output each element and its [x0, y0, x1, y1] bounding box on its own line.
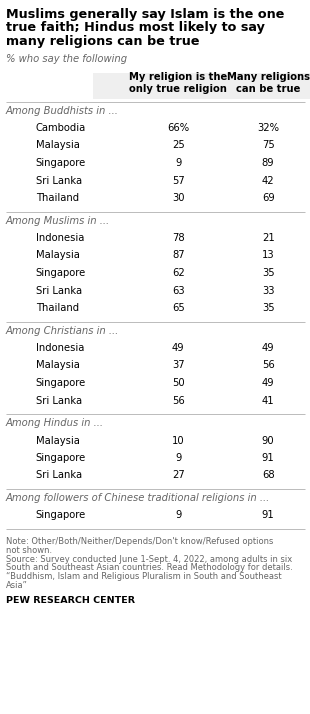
Text: Sri Lanka: Sri Lanka	[36, 471, 82, 481]
Text: Singapore: Singapore	[36, 158, 86, 168]
Text: Note: Other/Both/Neither/Depends/Don't know/Refused options: Note: Other/Both/Neither/Depends/Don't k…	[6, 537, 273, 546]
Text: Thailand: Thailand	[36, 193, 79, 203]
Text: 32%: 32%	[257, 123, 279, 133]
Text: Malaysia: Malaysia	[36, 251, 80, 261]
Text: Source: Survey conducted June 1-Sept. 4, 2022, among adults in six: Source: Survey conducted June 1-Sept. 4,…	[6, 555, 292, 563]
Text: 49: 49	[172, 343, 184, 353]
Text: 56: 56	[262, 361, 275, 371]
Text: Singapore: Singapore	[36, 453, 86, 463]
Text: Indonesia: Indonesia	[36, 233, 84, 243]
Text: Asia”: Asia”	[6, 581, 28, 590]
Text: 50: 50	[172, 378, 184, 388]
Text: South and Southeast Asian countries. Read Methodology for details.: South and Southeast Asian countries. Rea…	[6, 563, 292, 573]
Text: “Buddhism, Islam and Religious Pluralism in South and Southeast: “Buddhism, Islam and Religious Pluralism…	[6, 572, 281, 581]
Text: 65: 65	[172, 303, 185, 313]
Text: 68: 68	[262, 471, 274, 481]
Text: 42: 42	[262, 176, 274, 186]
Text: 89: 89	[262, 158, 274, 168]
Text: Cambodia: Cambodia	[36, 123, 86, 133]
Text: 90: 90	[262, 436, 274, 446]
Text: Sri Lanka: Sri Lanka	[36, 396, 82, 406]
Text: 9: 9	[175, 158, 181, 168]
Text: Muslims generally say Islam is the one: Muslims generally say Islam is the one	[6, 8, 284, 21]
Text: Malaysia: Malaysia	[36, 436, 80, 446]
Text: 27: 27	[172, 471, 185, 481]
Text: 33: 33	[262, 286, 274, 296]
Text: true faith; Hindus most likely to say: true faith; Hindus most likely to say	[6, 21, 264, 34]
Text: Among followers of Chinese traditional religions in ...: Among followers of Chinese traditional r…	[6, 493, 270, 503]
Text: My religion is the
only true religion: My religion is the only true religion	[129, 73, 227, 94]
Text: many religions can be true: many religions can be true	[6, 35, 199, 48]
Text: 13: 13	[262, 251, 274, 261]
Text: 78: 78	[172, 233, 184, 243]
Text: PEW RESEARCH CENTER: PEW RESEARCH CENTER	[6, 595, 135, 605]
Text: 62: 62	[172, 268, 185, 278]
Text: Malaysia: Malaysia	[36, 361, 80, 371]
Text: 37: 37	[172, 361, 184, 371]
Text: 49: 49	[262, 378, 274, 388]
Text: Among Hindus in ...: Among Hindus in ...	[6, 418, 104, 428]
Text: 63: 63	[172, 286, 184, 296]
Text: Singapore: Singapore	[36, 378, 86, 388]
Text: 9: 9	[175, 511, 181, 521]
Text: 75: 75	[262, 141, 275, 151]
Text: 49: 49	[262, 343, 274, 353]
Text: Many religions
can be true: Many religions can be true	[227, 73, 310, 94]
Text: 25: 25	[172, 141, 185, 151]
Text: 35: 35	[262, 268, 274, 278]
Text: 21: 21	[262, 233, 275, 243]
Text: Sri Lanka: Sri Lanka	[36, 286, 82, 296]
Text: 69: 69	[262, 193, 275, 203]
Text: 57: 57	[172, 176, 185, 186]
Text: 56: 56	[172, 396, 185, 406]
Text: 9: 9	[175, 453, 181, 463]
Text: % who say the following: % who say the following	[6, 54, 127, 64]
Text: not shown.: not shown.	[6, 545, 52, 555]
Text: 10: 10	[172, 436, 184, 446]
Text: Singapore: Singapore	[36, 268, 86, 278]
Text: 66%: 66%	[167, 123, 189, 133]
Text: Singapore: Singapore	[36, 511, 86, 521]
Text: 41: 41	[262, 396, 274, 406]
Text: Among Christians in ...: Among Christians in ...	[6, 326, 119, 336]
Text: 30: 30	[172, 193, 184, 203]
Text: Sri Lanka: Sri Lanka	[36, 176, 82, 186]
FancyBboxPatch shape	[93, 73, 310, 99]
Text: Indonesia: Indonesia	[36, 343, 84, 353]
Text: Among Buddhists in ...: Among Buddhists in ...	[6, 106, 118, 116]
Text: 35: 35	[262, 303, 274, 313]
Text: Thailand: Thailand	[36, 303, 79, 313]
Text: 87: 87	[172, 251, 184, 261]
Text: 91: 91	[262, 453, 275, 463]
Text: Among Muslims in ...: Among Muslims in ...	[6, 216, 110, 226]
Text: Malaysia: Malaysia	[36, 141, 80, 151]
Text: 91: 91	[262, 511, 275, 521]
